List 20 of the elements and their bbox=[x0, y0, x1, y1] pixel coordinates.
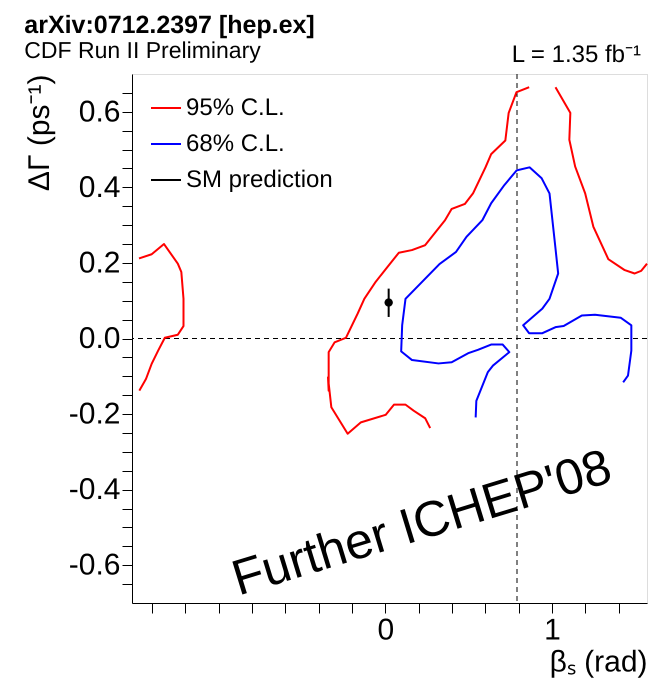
chart-subtitle: CDF Run II Preliminary bbox=[24, 37, 262, 63]
y-tick-label: -0.2 bbox=[68, 398, 120, 431]
x-tick-label: 0 bbox=[377, 614, 394, 646]
x-axis-title: βₛ (rad) bbox=[550, 646, 648, 678]
x-tick-label: 1 bbox=[544, 614, 561, 646]
text: L = 1.35 fb⁻¹ bbox=[512, 41, 641, 68]
y-tick-label: 0.6 bbox=[78, 95, 120, 128]
y-tick-label: 0.0 bbox=[78, 322, 120, 355]
line-series bbox=[138, 243, 184, 392]
line-series bbox=[400, 166, 632, 418]
y-tick-label: -0.6 bbox=[68, 548, 120, 582]
chart-title: arXiv:0712.2397 [hep.ex] bbox=[24, 11, 315, 39]
y-tick-label: 0.4 bbox=[78, 170, 120, 204]
legend-label: SM prediction bbox=[186, 166, 333, 193]
y-tick-label: 0.2 bbox=[78, 246, 120, 280]
legend-label: 68% C.L. bbox=[186, 130, 285, 157]
y-axis-title: ΔΓ (ps⁻¹) bbox=[22, 74, 56, 192]
y-tick-label: -0.4 bbox=[68, 473, 120, 506]
legend-label: 95% C.L. bbox=[186, 94, 285, 121]
line-series bbox=[554, 86, 648, 275]
